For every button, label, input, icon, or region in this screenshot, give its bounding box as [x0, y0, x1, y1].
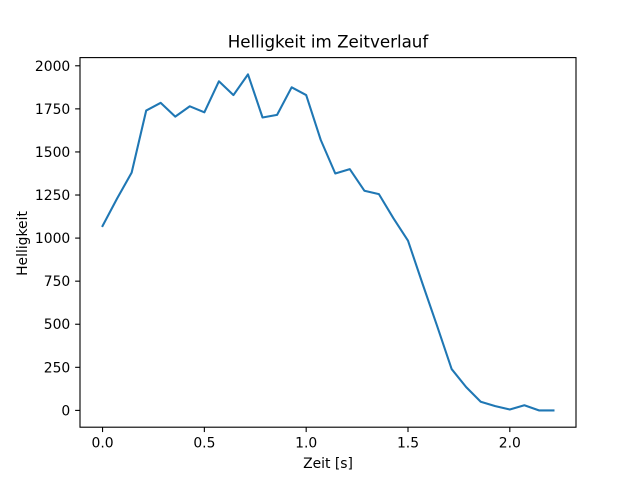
x-axis-label: Zeit [s] — [303, 456, 353, 472]
x-axis-ticks: 0.0 0.5 1.0 1.5 2.0 — [91, 427, 521, 451]
y-tick-label: 250 — [44, 360, 71, 376]
y-axis-ticks: 0 250 500 750 1000 1250 1500 1750 2000 — [35, 59, 80, 419]
x-tick-label: 1.5 — [397, 435, 419, 451]
y-tick-label: 1000 — [35, 231, 70, 247]
chart-title: Helligkeit im Zeitverlauf — [228, 31, 430, 51]
y-tick-label: 1250 — [35, 188, 70, 204]
y-tick-label: 750 — [44, 274, 71, 290]
y-tick-label: 1500 — [35, 145, 70, 161]
y-tick-label: 1750 — [35, 102, 70, 118]
axes-spines — [79, 57, 577, 428]
x-tick-label: 0.5 — [193, 435, 215, 451]
y-tick-label: 500 — [44, 317, 71, 333]
y-tick-label: 2000 — [35, 59, 70, 75]
x-tick-label: 1.0 — [295, 435, 317, 451]
x-tick-label: 0.0 — [91, 435, 113, 451]
axes-frame — [79, 57, 577, 428]
brightness-line — [101, 73, 555, 412]
data-series — [101, 73, 555, 412]
y-tick-label: 0 — [61, 403, 70, 419]
y-axis-label: Helligkeit — [15, 211, 31, 276]
x-tick-label: 2.0 — [499, 435, 521, 451]
